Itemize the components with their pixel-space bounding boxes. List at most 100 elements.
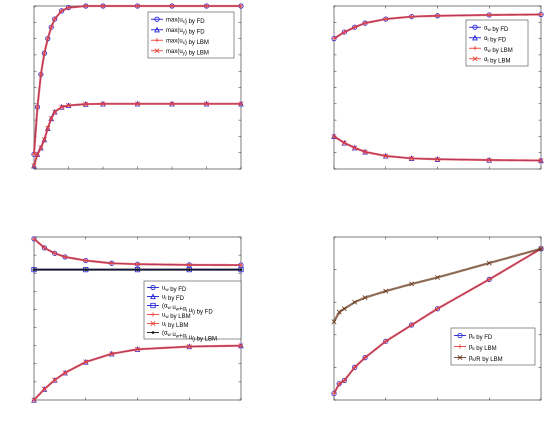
data-point <box>342 378 347 383</box>
legend-label: αl by FD <box>484 36 507 44</box>
data-point <box>383 153 389 159</box>
data-point <box>538 12 544 17</box>
data-point <box>109 261 114 266</box>
legend-label: (αw uw+αl ul) by LBM <box>162 331 217 343</box>
legend-label: (αw uw+αl ul) by FD <box>162 304 213 316</box>
chart-panel-b: αw by FD αl by FD αw by LBM αl by LBM <box>331 5 544 170</box>
series-4 <box>31 343 244 403</box>
data-point <box>100 3 106 9</box>
legend-marker <box>150 321 156 326</box>
legend-marker <box>150 293 156 300</box>
data-point <box>135 101 140 107</box>
data-point <box>383 16 388 22</box>
data-point <box>52 251 57 256</box>
data-point <box>169 101 175 107</box>
legend-marker <box>150 302 156 309</box>
legend-label: max(uy) by LBM <box>166 49 209 57</box>
data-point <box>383 288 389 294</box>
series-2 <box>331 12 544 41</box>
data-point <box>336 381 342 386</box>
data-point <box>83 359 89 365</box>
data-point <box>41 137 47 143</box>
legend-label: ul by FD <box>162 295 185 303</box>
plot-area <box>333 236 542 401</box>
data-point <box>31 236 37 242</box>
legend-marker <box>472 34 478 41</box>
series-1 <box>331 246 544 396</box>
legend-marker <box>457 355 463 360</box>
chart-panel-d: pk by FD pk by LBM pk/R by LBM <box>331 236 544 401</box>
legend-marker <box>151 331 155 334</box>
data-point <box>169 3 175 9</box>
legend-label: max(ux) by LBM <box>166 38 209 46</box>
data-point <box>32 268 36 271</box>
legend-label: αl by LBM <box>484 57 510 65</box>
legend-label: ul by LBM <box>162 322 188 330</box>
data-point <box>31 397 37 403</box>
series-2 <box>331 246 544 325</box>
data-point <box>538 246 544 252</box>
legend-marker <box>457 344 463 349</box>
data-point <box>187 262 192 268</box>
legend-marker <box>472 24 478 30</box>
data-point <box>341 140 347 146</box>
data-point <box>41 386 47 392</box>
legend: pk by FD pk by LBM pk/R by LBM <box>450 327 536 366</box>
data-point <box>135 3 140 9</box>
legend-label: αw by LBM <box>484 46 513 54</box>
data-point <box>186 344 192 350</box>
data-point <box>341 306 347 312</box>
data-point <box>52 377 58 383</box>
data-point <box>59 8 64 14</box>
data-point <box>487 12 492 18</box>
data-point <box>42 245 47 251</box>
data-point <box>83 3 88 9</box>
data-point <box>31 163 37 169</box>
data-point <box>238 3 244 9</box>
data-point <box>538 158 544 164</box>
legend-marker <box>154 48 160 54</box>
series-5 <box>32 268 243 271</box>
data-point <box>331 319 337 325</box>
data-point <box>409 281 415 287</box>
data-point <box>136 268 139 271</box>
legend-marker <box>154 38 160 43</box>
data-point <box>238 262 244 268</box>
data-point <box>352 24 357 30</box>
legend-marker <box>457 332 463 339</box>
data-point <box>135 261 140 267</box>
data-point <box>409 322 414 328</box>
legend-label: max(uy) by FD <box>166 28 205 36</box>
legend-marker <box>472 46 478 51</box>
data-point <box>336 309 342 315</box>
series-3 <box>31 101 244 169</box>
data-point <box>66 102 71 108</box>
legend-label: max(ux) by FD <box>166 17 205 25</box>
data-point <box>52 109 58 115</box>
legend-box <box>143 280 242 340</box>
legend-label: pk/R by LBM <box>469 356 503 364</box>
data-point <box>204 3 209 9</box>
legend-marker <box>150 284 156 291</box>
data-point <box>31 152 37 157</box>
data-point <box>62 370 68 376</box>
data-point <box>352 145 358 151</box>
data-point <box>49 24 54 30</box>
data-point <box>435 156 440 162</box>
data-point <box>38 72 44 77</box>
data-point <box>383 339 388 344</box>
series-2 <box>31 3 244 157</box>
legend-marker <box>472 56 478 62</box>
data-point <box>435 13 440 18</box>
series-3 <box>31 236 244 268</box>
legend-label: pk by FD <box>469 334 493 342</box>
chart-panel-a: max(ux) by FD max(uy) by FD max(ux) by LBM… <box>31 3 244 170</box>
legend: max(ux) by FD max(uy) by FD max(ux) by LBM… <box>147 11 235 59</box>
data-point <box>38 145 44 151</box>
legend-marker <box>150 312 156 317</box>
data-point <box>83 101 89 107</box>
data-point <box>352 365 357 370</box>
